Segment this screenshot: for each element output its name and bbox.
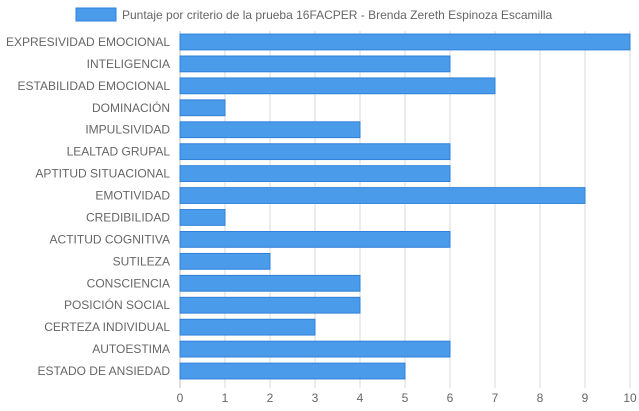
category-label: POSICIÓN SOCIAL [64,297,170,312]
x-axis-tick-labels: 0 1 2 3 4 5 6 7 8 9 10 [177,391,637,405]
x-tick-label: 0 [177,391,184,405]
legend-swatch [75,7,117,22]
x-tick-label: 10 [623,391,637,405]
category-label: APTITUD SITUACIONAL [35,167,170,181]
category-label: INTELIGENCIA [87,57,170,71]
category-label: SUTILEZA [113,254,170,268]
bar[interactable] [179,274,361,292]
x-tick-label: 8 [537,391,544,405]
bar[interactable] [179,99,226,117]
bar[interactable] [179,165,451,182]
category-label: EMOTIVIDAD [95,189,170,203]
bar[interactable] [179,318,316,336]
category-label: ESTADO DE ANSIEDAD [38,364,171,378]
category-label: CERTEZA INDIVIDUAL [44,320,170,334]
bar[interactable] [179,77,496,95]
category-label: AUTOESTIMA [92,342,170,356]
legend[interactable]: Puntaje por criterio de la prueba 16FACP… [75,7,553,22]
bar[interactable] [179,209,226,226]
category-label: ACTITUD COGNITIVA [50,232,170,246]
bar[interactable] [179,231,451,248]
bars [179,33,631,380]
x-tick-label: 9 [582,391,589,405]
x-tick-label: 6 [447,391,454,405]
category-labels: EXPRESIVIDAD EMOCIONAL INTELIGENCIA ESTABI… [6,35,170,378]
category-label: EXPRESIVIDAD EMOCIONAL [6,35,170,49]
x-tick-label: 3 [312,391,319,405]
bar[interactable] [179,252,271,270]
bar[interactable] [179,340,451,358]
category-label: LEALTAD GRUPAL [67,145,171,159]
x-tick-label: 4 [357,391,364,405]
legend-label: Puntaje por criterio de la prueba 16FACP… [122,8,553,22]
bar[interactable] [179,121,361,139]
bar[interactable] [179,362,406,380]
bar[interactable] [179,33,631,51]
bar[interactable] [179,55,451,73]
category-label: DOMINACIÓN [92,100,170,115]
category-label: IMPULSIVIDAD [85,123,170,137]
bar[interactable] [179,143,451,161]
bar[interactable] [179,187,586,204]
x-tick-label: 1 [222,391,229,405]
x-tick-label: 2 [267,391,274,405]
category-label: ESTABILIDAD EMOCIONAL [18,79,171,93]
category-label: CONSCIENCIA [87,276,170,290]
x-tick-label: 7 [492,391,499,405]
category-label: CREDIBILIDAD [86,210,170,224]
bar[interactable] [179,296,361,314]
x-tick-label: 5 [402,391,409,405]
